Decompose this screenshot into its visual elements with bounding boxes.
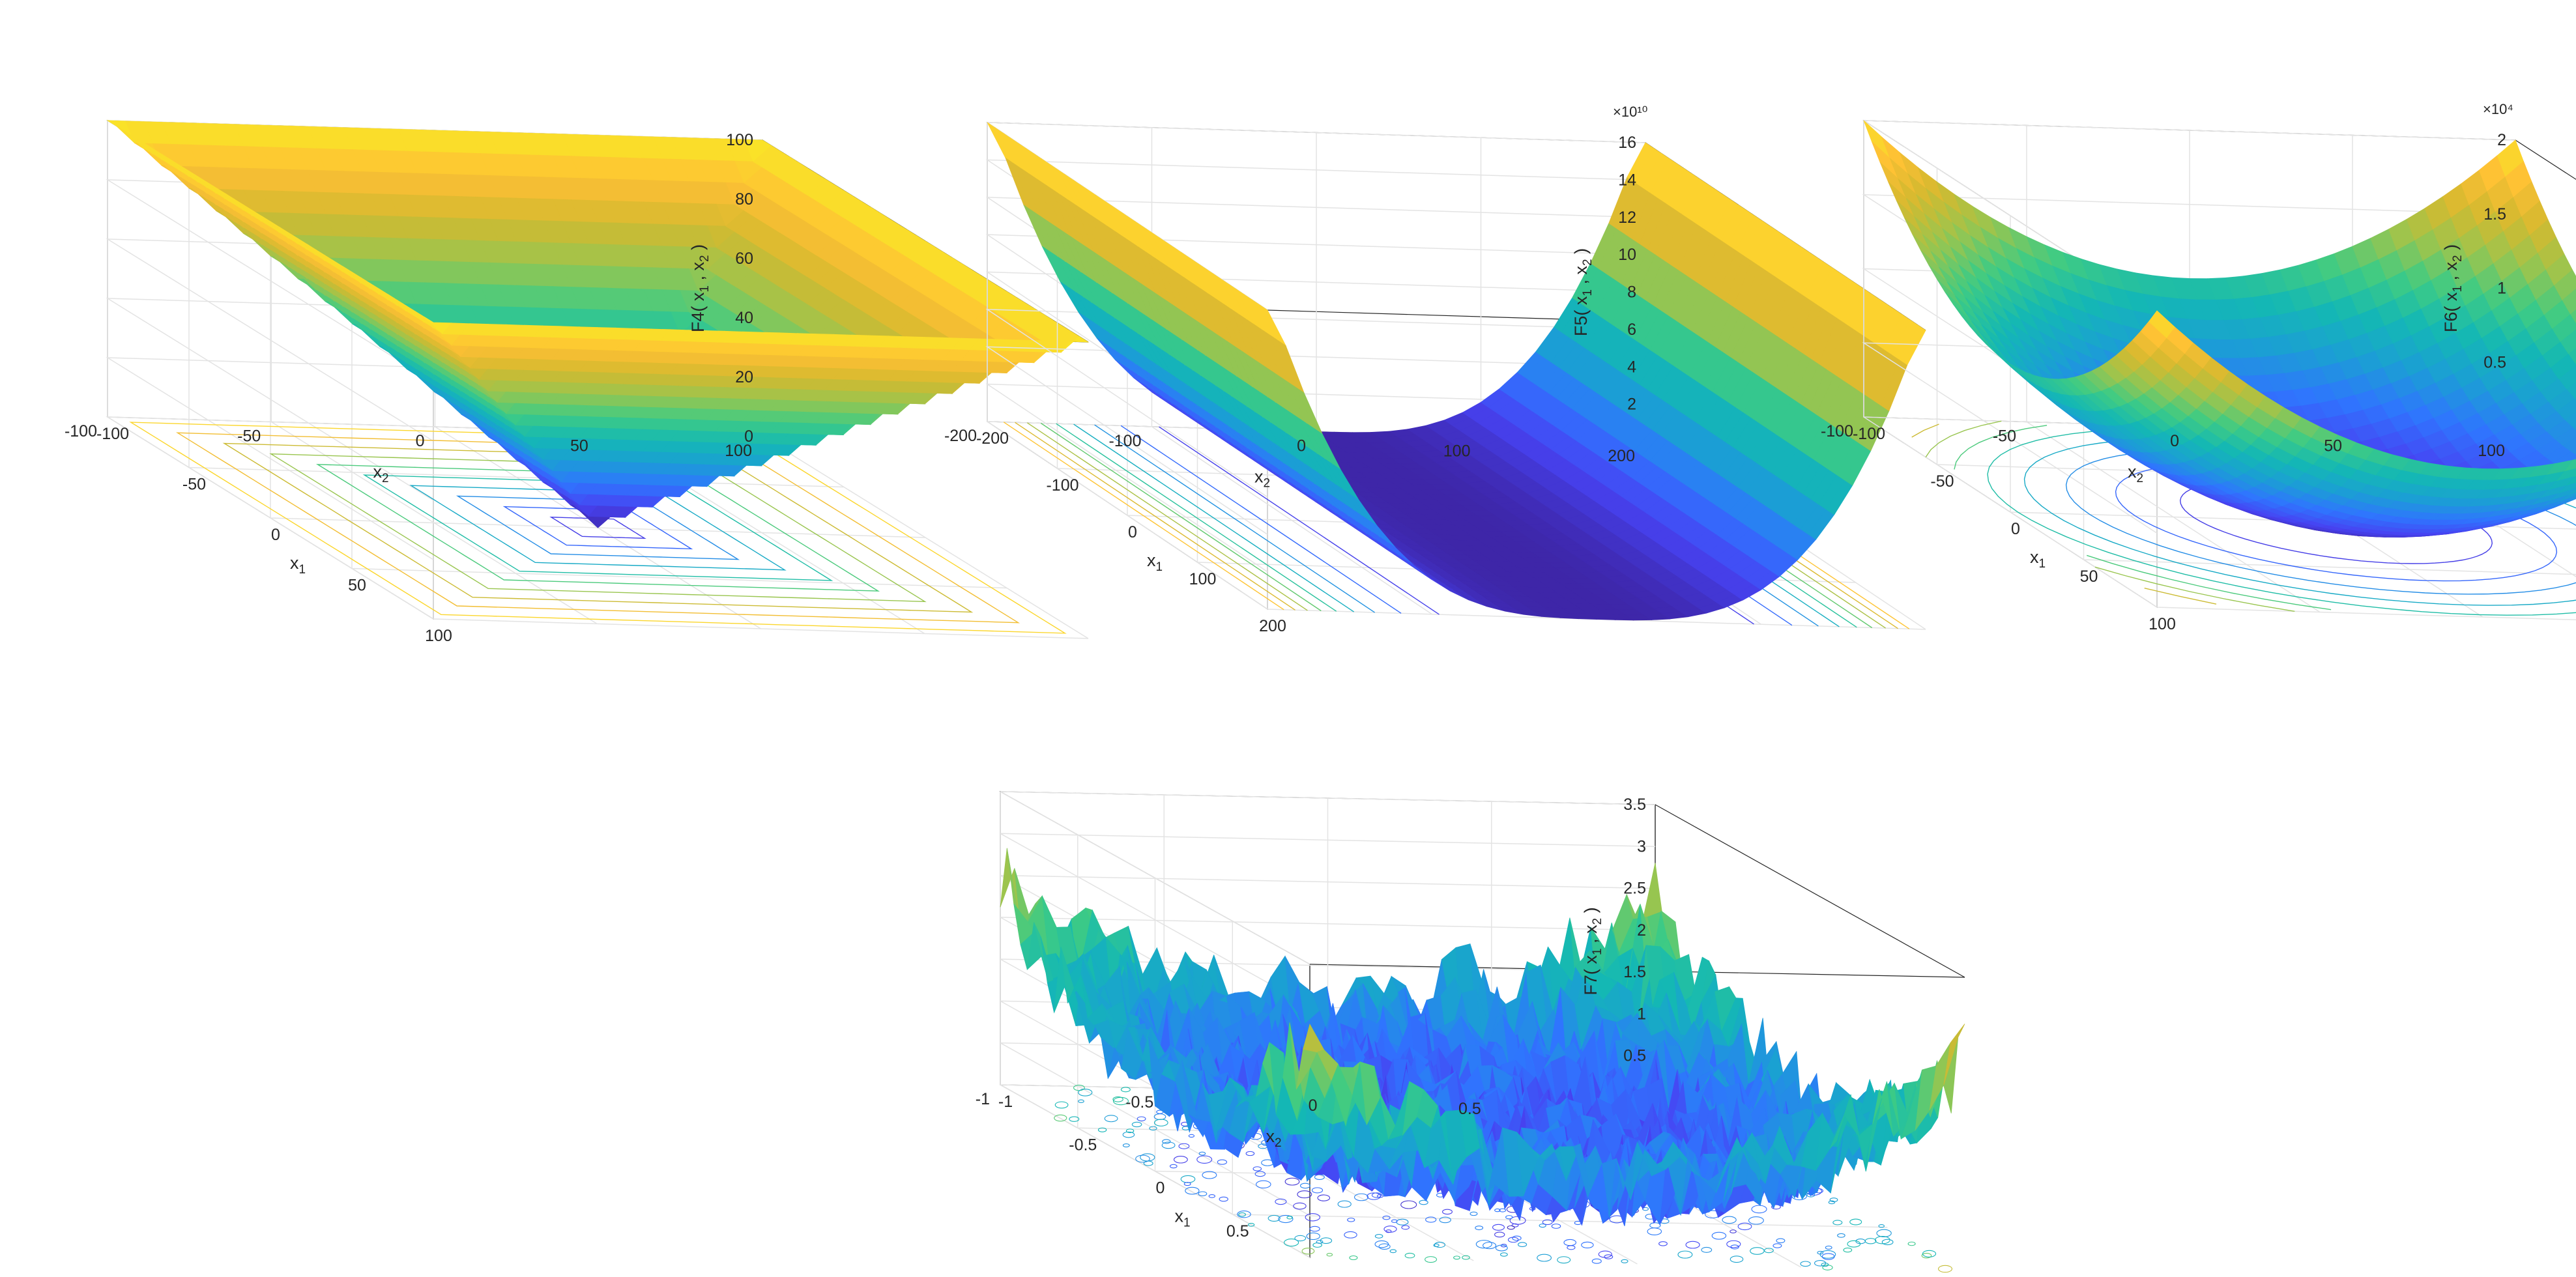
y-tick-label: 200 — [1608, 447, 1635, 465]
z-tick-label: 60 — [735, 250, 753, 268]
z-tick-label: 100 — [726, 131, 753, 149]
tick-labels: 0.5 1 1.5 2 -100 -50 0 50 100 -100 -50 0 50 100 ×10⁴ — [1821, 101, 2513, 633]
z-tick-label: 14 — [1618, 171, 1636, 189]
surface — [987, 122, 1926, 621]
z-tick-label: 0 — [744, 427, 753, 446]
z-tick-label: 1.5 — [1623, 963, 1646, 981]
y-tick-label: 0 — [1297, 437, 1306, 455]
x-tick-label: 0 — [1128, 523, 1137, 541]
x-tick-label: -50 — [1930, 472, 1954, 491]
subplot-f4: 0 20 40 60 80 100 -100 -50 0 50 100 -100 -50 0 50 100 F4… — [65, 119, 1090, 645]
y-tick-label: -50 — [237, 427, 261, 446]
y-tick-label: 50 — [570, 437, 588, 455]
x-tick-label: -1 — [998, 1093, 1013, 1111]
z-tick-label: 10 — [1618, 246, 1636, 264]
z-tick-label: 80 — [735, 190, 753, 208]
x-tick-label: -50 — [182, 476, 206, 494]
z-tick-label: 1 — [1637, 1005, 1646, 1023]
x-tick-label: 100 — [2149, 615, 2176, 633]
z-exponent-label: ×10¹⁰ — [1613, 104, 1648, 120]
x-axis-label: x1 — [2030, 547, 2046, 571]
subplot-f5: 2 4 6 8 10 12 14 16 -200 -100 0 100 200 -200 -100 0 100 2… — [944, 104, 1926, 635]
z-tick-label: 40 — [735, 309, 753, 327]
y-tick-label: -100 — [1108, 432, 1141, 450]
y-tick-label: -200 — [944, 427, 977, 445]
x-tick-label: -100 — [1046, 476, 1078, 495]
tick-labels: 2 4 6 8 10 12 14 16 -200 -100 0 100 200 -200 -100 0 100 2… — [944, 104, 1648, 635]
z-tick-label: 1.5 — [2483, 205, 2506, 223]
z-tick-label: 3 — [1637, 837, 1646, 855]
tick-labels: 0.5 1 1.5 2 2.5 3 3.5 -1 -0.5 0 0.5 -1 -0.5 0 0.5 — [976, 796, 1646, 1241]
x-tick-label: 0 — [1156, 1179, 1165, 1198]
x-tick-label: 100 — [1189, 570, 1217, 588]
z-tick-label: 0.5 — [1623, 1047, 1646, 1065]
z-tick-label: 2 — [1627, 395, 1636, 414]
z-tick-label: 3.5 — [1623, 796, 1646, 814]
y-tick-label: -1 — [976, 1090, 990, 1108]
x-tick-label: -0.5 — [1069, 1136, 1097, 1154]
x-tick-label: 200 — [1259, 617, 1286, 635]
z-tick-label: 6 — [1627, 321, 1636, 339]
x-tick-label: 50 — [2080, 567, 2098, 586]
y-tick-label: -0.5 — [1125, 1093, 1153, 1112]
x-axis-label: x1 — [1175, 1207, 1191, 1230]
y-tick-label: -50 — [1993, 427, 2016, 446]
y-tick-label: 100 — [2478, 442, 2505, 460]
x-tick-label: 0.5 — [1226, 1222, 1249, 1241]
y-tick-label: 0.5 — [1458, 1100, 1481, 1118]
z-tick-label: 0.5 — [2483, 353, 2506, 371]
z-tick-label: 12 — [1618, 208, 1636, 227]
x-tick-label: -100 — [1853, 425, 1885, 443]
z-exponent-label: ×10⁴ — [2483, 101, 2513, 117]
y-tick-label: -100 — [1821, 422, 1853, 440]
y-axis-label: x2 — [2128, 462, 2143, 485]
x-tick-label: -200 — [976, 429, 1009, 448]
z-tick-label: 2 — [2497, 131, 2506, 149]
x-tick-label: 50 — [348, 577, 366, 595]
x-tick-label: 100 — [425, 627, 452, 645]
x-axis-label: x1 — [290, 553, 306, 577]
z-tick-label: 2.5 — [1623, 880, 1646, 898]
x-tick-label: 0 — [271, 526, 280, 544]
z-axis-label: F5( x1 , x2 ) — [1571, 248, 1595, 336]
subplot-f6: 0.5 1 1.5 2 -100 -50 0 50 100 -100 -50 0 50 100 ×10⁴ F6… — [1821, 101, 2576, 633]
z-axis-label: F6( x1 , x2 ) — [2441, 244, 2465, 332]
z-tick-label: 8 — [1627, 283, 1636, 302]
y-tick-label: 0 — [416, 432, 425, 450]
y-axis-label: x2 — [373, 462, 389, 485]
z-tick-label: 1 — [2497, 280, 2506, 298]
y-tick-label: 50 — [2324, 437, 2342, 455]
subplot-f7: 0.5 1 1.5 2 2.5 3 3.5 -1 -0.5 0 0.5 -1 -0.5 0 0.5 F7( x… — [976, 790, 1965, 1273]
surface — [106, 120, 1090, 528]
y-tick-label: 0 — [2170, 432, 2179, 450]
z-tick-label: 2 — [1637, 921, 1646, 940]
y-tick-label: 100 — [1443, 442, 1471, 460]
y-axis-label: x2 — [1266, 1126, 1282, 1150]
z-tick-label: 20 — [735, 368, 753, 386]
x-axis-label: x1 — [1147, 551, 1163, 574]
floor-contours — [129, 422, 1067, 634]
z-tick-label: 4 — [1627, 358, 1636, 376]
z-axis-label: F7( x1 , x2 ) — [1581, 907, 1604, 995]
surface — [1863, 120, 2576, 538]
z-axis-label: F4( x1 , x2 ) — [688, 244, 712, 332]
z-tick-label: 16 — [1618, 134, 1636, 152]
tick-labels: 0 20 40 60 80 100 -100 -50 0 50 100 -100 -50 0 50 100 — [65, 131, 753, 645]
x-tick-label: 0 — [2011, 520, 2020, 538]
surface — [1000, 848, 1965, 1226]
y-tick-label: 0 — [1309, 1097, 1318, 1115]
x-tick-label: -100 — [96, 425, 129, 443]
y-tick-label: -100 — [65, 422, 97, 440]
y-tick-label: 100 — [725, 442, 752, 460]
y-axis-label: x2 — [1254, 467, 1270, 491]
